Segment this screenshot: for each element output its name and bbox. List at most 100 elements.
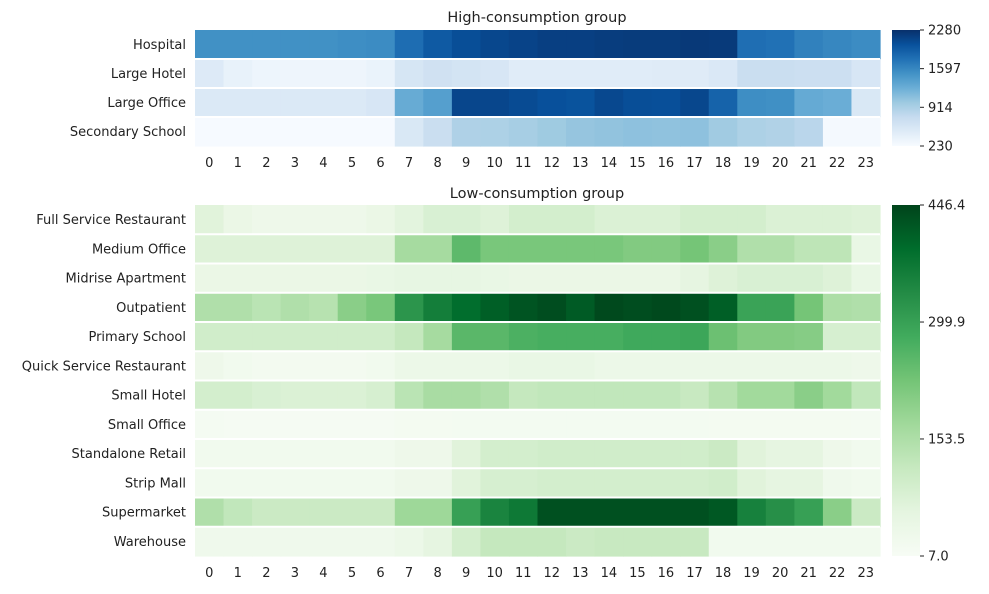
heatmap-cell: [566, 205, 596, 235]
heatmap-cell: [423, 409, 453, 440]
column-tick-label: 0: [205, 566, 213, 581]
heatmap-cell: [195, 380, 225, 411]
colorbar-tick-label: 446.4: [928, 199, 965, 214]
heatmap-cell: [394, 409, 424, 440]
heatmap-cell: [822, 322, 853, 352]
heatmap-cell: [394, 468, 424, 499]
heatmap-cell: [537, 380, 567, 411]
heatmap-cell: [508, 409, 539, 440]
heatmap-cell: [708, 380, 738, 411]
column-tick-label: 8: [433, 156, 441, 171]
heatmap-cell: [223, 468, 253, 499]
heatmap-cell: [394, 30, 424, 60]
heatmap-cell: [765, 292, 795, 323]
heatmap-cell: [195, 30, 225, 60]
column-tick-label: 22: [829, 156, 846, 171]
heatmap-cell: [623, 351, 653, 382]
heatmap-cell: [566, 30, 596, 60]
heatmap-cell: [223, 380, 253, 411]
heatmap-cell: [623, 526, 653, 557]
heatmap-cell: [623, 322, 653, 352]
heatmap-cell: [394, 526, 424, 557]
heatmap-cell: [680, 292, 710, 323]
heatmap-cell: [794, 292, 824, 323]
heatmap-cell: [537, 88, 567, 118]
heatmap-cell: [252, 292, 282, 323]
heatmap-cell: [737, 292, 767, 323]
heatmap-cell: [280, 380, 310, 411]
heatmap-cell: [480, 351, 510, 382]
heatmap-cell: [195, 351, 225, 382]
heatmap-cell: [451, 292, 482, 323]
heatmap-cell: [537, 292, 567, 323]
heatmap-cell: [851, 263, 881, 294]
heatmap-cell: [765, 439, 795, 469]
heatmap-cell: [223, 205, 253, 235]
heatmap-cell: [280, 439, 310, 469]
heatmap-cell: [594, 351, 624, 382]
heatmap-cell: [566, 263, 596, 294]
heatmap-cell: [566, 439, 596, 469]
heatmap-cell: [480, 30, 510, 60]
heatmap-cell: [765, 117, 795, 147]
heatmap-cell: [623, 234, 653, 265]
heatmap-cell: [594, 439, 624, 469]
heatmap-cell: [822, 88, 853, 118]
heatmap-cell: [765, 88, 795, 118]
column-tick-label: 11: [515, 566, 532, 581]
heatmap-cell: [394, 439, 424, 469]
heatmap-cell: [537, 263, 567, 294]
heatmap-cell: [451, 30, 482, 60]
heatmap-cell: [708, 117, 738, 147]
heatmap-cell: [566, 351, 596, 382]
heatmap-cell: [680, 88, 710, 118]
heatmap-cell: [623, 497, 653, 528]
heatmap-cell: [337, 30, 367, 60]
column-tick-label: 14: [601, 566, 618, 581]
column-tick-label: 9: [462, 566, 470, 581]
row-label: Outpatient: [116, 301, 186, 316]
heatmap-cell: [366, 263, 396, 294]
heatmap-cell: [451, 468, 482, 499]
heatmap-cell: [737, 351, 767, 382]
heatmap-cell: [794, 117, 824, 147]
heatmap-cell: [566, 322, 596, 352]
heatmap-cell: [737, 409, 767, 440]
row-label: Small Hotel: [111, 389, 186, 404]
heatmap-cell: [851, 351, 881, 382]
heatmap-cell: [394, 497, 424, 528]
heatmap-cell: [851, 497, 881, 528]
heatmap-cell: [851, 292, 881, 323]
heatmap-cell: [537, 351, 567, 382]
heatmap-cell: [708, 30, 738, 60]
heatmap-cell: [708, 497, 738, 528]
row-label: Full Service Restaurant: [36, 213, 186, 228]
row-label: Large Office: [107, 96, 186, 111]
heatmap-cell: [594, 322, 624, 352]
heatmap-cell: [195, 322, 225, 352]
column-tick-label: 20: [772, 156, 789, 171]
heatmap-cell: [680, 30, 710, 60]
low-group-colorbar: 446.4 299.9 153.5 7.0: [892, 199, 965, 565]
heatmap-cell: [708, 205, 738, 235]
column-tick-label: 11: [515, 156, 532, 171]
heatmap-cell: [480, 263, 510, 294]
heatmap-cell: [822, 526, 853, 557]
heatmap-cell: [566, 59, 596, 89]
column-tick-label: 3: [291, 156, 299, 171]
heatmap-cell: [651, 30, 681, 60]
heatmap-cell: [822, 468, 853, 499]
heatmap-cell: [737, 439, 767, 469]
heatmap-cell: [451, 322, 482, 352]
heatmap-cell: [537, 468, 567, 499]
heatmap-cell: [794, 497, 824, 528]
heatmap-cell: [195, 526, 225, 557]
heatmap-cell: [394, 292, 424, 323]
heatmap-cell: [309, 30, 339, 60]
heatmap-cell: [737, 30, 767, 60]
heatmap-cell: [765, 380, 795, 411]
heatmap-cell: [280, 409, 310, 440]
heatmap-cell: [423, 468, 453, 499]
heatmap-cell: [680, 439, 710, 469]
heatmap-cell: [423, 30, 453, 60]
